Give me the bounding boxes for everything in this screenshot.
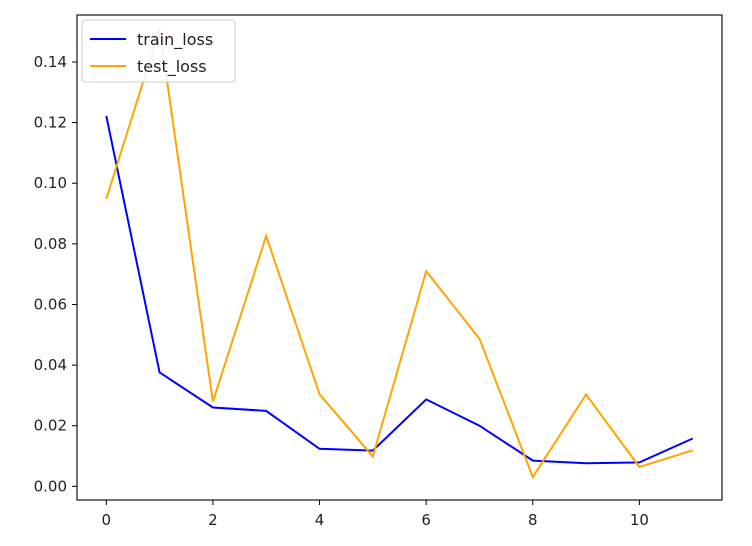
x-tick-label: 8 [528, 511, 538, 529]
y-tick-label: 0.08 [34, 235, 67, 253]
x-axis: 0 2 4 6 8 10 [102, 500, 649, 529]
y-tick-label: 0.12 [34, 114, 67, 132]
series-line-train-loss [105, 115, 694, 465]
x-tick-label: 10 [630, 511, 649, 529]
series-line-test-loss [105, 28, 693, 480]
x-tick-label: 2 [208, 511, 218, 529]
y-tick-label: 0.06 [34, 295, 67, 313]
legend: train_loss test_loss [81, 19, 236, 83]
y-tick-label: 0.00 [34, 477, 67, 495]
plot-data [105, 28, 694, 480]
legend-label: test_loss [137, 57, 207, 77]
x-tick-label: 4 [315, 511, 325, 529]
y-axis: 0.00 0.02 0.04 0.06 0.08 0.10 0.12 0.14 [34, 53, 77, 495]
y-tick-label: 0.02 [34, 417, 67, 435]
y-tick-label: 0.04 [34, 356, 67, 374]
plot-frame [76, 14, 723, 501]
y-tick-label: 0.10 [34, 174, 67, 192]
legend-label: train_loss [137, 30, 213, 50]
x-tick-label: 6 [421, 511, 431, 529]
x-tick-label: 0 [102, 511, 112, 529]
y-tick-label: 0.14 [34, 53, 67, 71]
